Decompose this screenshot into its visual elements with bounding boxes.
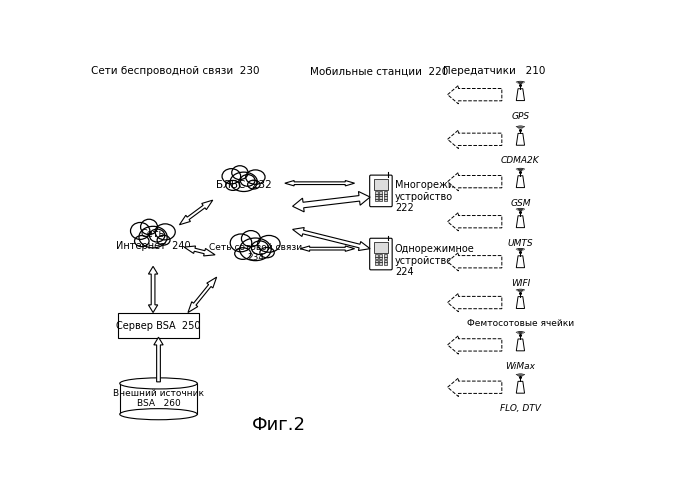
Polygon shape [516,134,525,145]
Ellipse shape [230,172,257,192]
Bar [375,196,378,199]
Text: Сети беспроводной связи  230: Сети беспроводной связи 230 [91,66,259,76]
Text: UMTS: UMTS [508,238,533,248]
Ellipse shape [120,378,198,389]
Bar [380,191,382,194]
Ellipse shape [130,222,150,240]
Bar [373,178,388,190]
Polygon shape [516,176,525,188]
Text: Многорежимное
устройство
222: Многорежимное устройство 222 [395,180,480,214]
Bar [120,384,198,414]
Text: GPS: GPS [511,112,530,120]
Bar [384,196,387,199]
Bar [118,314,199,338]
Polygon shape [516,88,525,101]
Polygon shape [154,337,163,382]
Polygon shape [447,252,502,271]
Text: WiMax: WiMax [505,362,536,371]
Polygon shape [300,246,354,252]
Text: Мобильные станции  220: Мобильные станции 220 [310,66,448,76]
Polygon shape [184,246,215,256]
Bar [384,199,387,202]
FancyBboxPatch shape [369,175,392,206]
Ellipse shape [242,230,260,247]
Ellipse shape [139,226,167,248]
Ellipse shape [240,174,255,186]
Ellipse shape [157,236,170,245]
Bar [380,257,382,260]
Polygon shape [447,294,502,312]
Polygon shape [516,296,525,308]
Polygon shape [285,180,354,186]
Ellipse shape [120,408,198,420]
Polygon shape [516,216,525,228]
Ellipse shape [134,236,149,246]
Ellipse shape [230,234,252,252]
Text: БЛВС  232: БЛВС 232 [216,180,272,190]
Text: GSM: GSM [510,198,531,207]
Text: WIFI: WIFI [511,278,530,287]
Ellipse shape [149,229,165,242]
Text: Сервер BSA  250: Сервер BSA 250 [116,320,201,330]
Ellipse shape [248,180,260,189]
Bar [373,242,388,253]
Ellipse shape [141,219,158,234]
Bar [375,260,378,262]
Polygon shape [516,256,525,268]
Ellipse shape [226,180,240,190]
Bar [384,257,387,260]
Polygon shape [149,266,158,312]
Polygon shape [293,228,370,250]
Bar [375,194,378,196]
Text: FLO, DTV: FLO, DTV [500,404,541,413]
Polygon shape [293,192,370,212]
Ellipse shape [235,248,251,260]
Text: Сеть
Интернет  240: Сеть Интернет 240 [115,230,190,251]
Polygon shape [447,86,502,104]
Polygon shape [516,382,525,393]
Bar [380,254,382,256]
Bar [375,257,378,260]
Bar [380,260,382,262]
Ellipse shape [257,236,280,252]
Ellipse shape [240,238,271,260]
Bar [380,199,382,202]
Bar [375,199,378,202]
Text: Фемтосотовые ячейки: Фемтосотовые ячейки [467,320,574,328]
Ellipse shape [222,168,240,184]
Polygon shape [447,336,502,354]
Ellipse shape [246,170,265,184]
Bar [380,194,382,196]
Polygon shape [447,172,502,191]
Ellipse shape [232,166,248,179]
Polygon shape [447,212,502,231]
Text: CDMA2K: CDMA2K [501,156,540,165]
Text: Внешний источник
BSA   260: Внешний источник BSA 260 [113,389,204,408]
Polygon shape [447,378,502,396]
Ellipse shape [251,241,268,254]
Bar [384,262,387,264]
Ellipse shape [260,248,274,258]
Bar [375,254,378,256]
Polygon shape [188,277,217,312]
Text: Сеть сотовой связи
234: Сеть сотовой связи 234 [209,243,302,262]
Polygon shape [447,130,502,148]
Bar [384,254,387,256]
Bar [380,262,382,264]
Bar [380,196,382,199]
FancyBboxPatch shape [369,238,392,270]
Bar [375,262,378,264]
Bar [375,191,378,194]
Polygon shape [179,200,213,225]
Text: Фиг.2: Фиг.2 [252,416,306,434]
Polygon shape [516,339,525,351]
Bar [384,260,387,262]
Text: Однорежимное
устройство
224: Однорежимное устройство 224 [395,244,475,277]
Bar [384,194,387,196]
Ellipse shape [155,224,175,240]
Bar [384,191,387,194]
Text: Передатчики   210: Передатчики 210 [443,66,545,76]
